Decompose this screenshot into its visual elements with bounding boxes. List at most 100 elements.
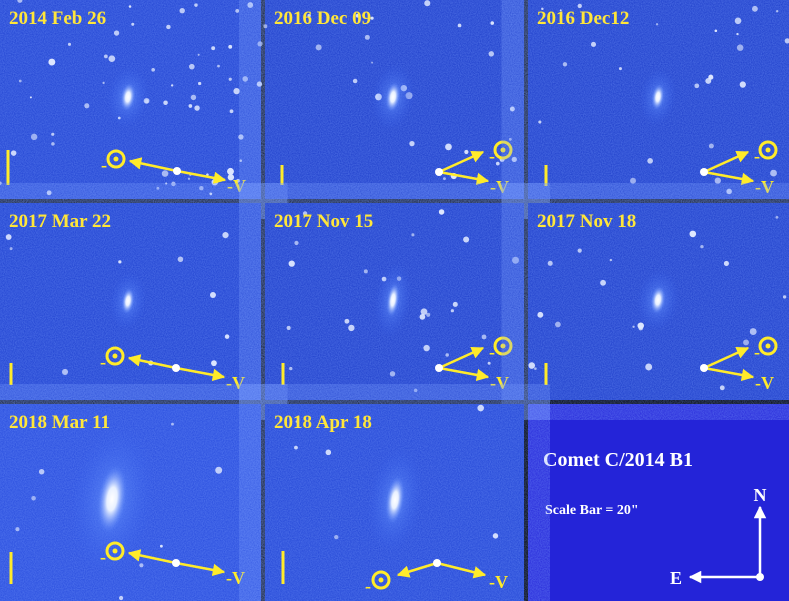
star bbox=[108, 55, 116, 63]
star bbox=[776, 10, 779, 13]
panel-date: 2018 Mar 11 bbox=[9, 412, 110, 433]
sun-symbol-dot bbox=[113, 156, 119, 162]
sun-label: - bbox=[100, 547, 106, 567]
star bbox=[770, 169, 777, 177]
legend-panel: Comet C/2014 B1 Scale Bar = 20" N E bbox=[528, 404, 789, 601]
star bbox=[409, 140, 415, 147]
velocity-arrow bbox=[703, 366, 755, 382]
velocity-arrow bbox=[175, 561, 226, 577]
star bbox=[487, 361, 491, 365]
star bbox=[413, 388, 418, 393]
sun-label: - bbox=[754, 342, 760, 362]
star bbox=[102, 81, 105, 85]
star bbox=[452, 301, 458, 307]
star bbox=[170, 84, 174, 87]
star bbox=[194, 105, 200, 111]
panel-date: 2016 Dec 09 bbox=[274, 8, 371, 29]
star bbox=[29, 96, 32, 99]
star bbox=[495, 161, 500, 166]
star bbox=[389, 371, 396, 377]
star bbox=[490, 21, 495, 25]
star bbox=[286, 325, 291, 330]
velocity-label: -V bbox=[755, 373, 774, 393]
sun-symbol bbox=[106, 149, 126, 169]
star bbox=[295, 420, 298, 423]
sun-label: - bbox=[365, 576, 371, 596]
star bbox=[222, 231, 229, 239]
velocity-arrow bbox=[436, 561, 487, 579]
star bbox=[426, 312, 431, 317]
star bbox=[538, 120, 542, 124]
star bbox=[541, 7, 544, 11]
legend-title: Comet C/2014 B1 bbox=[543, 449, 693, 471]
star bbox=[113, 30, 120, 36]
star bbox=[48, 58, 56, 66]
star bbox=[512, 256, 520, 264]
star bbox=[334, 534, 339, 540]
star bbox=[263, 24, 268, 29]
velocity-arrow bbox=[703, 170, 755, 186]
star bbox=[161, 170, 169, 177]
star bbox=[236, 178, 240, 183]
star bbox=[559, 9, 562, 12]
star bbox=[743, 339, 750, 346]
sun-symbol bbox=[105, 541, 125, 561]
sun-direction-arrow bbox=[128, 157, 178, 173]
star bbox=[618, 67, 622, 71]
star bbox=[645, 363, 653, 371]
star bbox=[288, 260, 295, 267]
star bbox=[190, 94, 197, 101]
image-panel: - -V 2017 Nov 18 bbox=[528, 203, 789, 400]
star bbox=[700, 244, 704, 249]
sun-symbol bbox=[758, 336, 778, 356]
star bbox=[118, 260, 122, 264]
star bbox=[364, 34, 370, 40]
star bbox=[719, 385, 725, 391]
star bbox=[726, 188, 732, 195]
velocity-label: -V bbox=[490, 373, 509, 393]
star bbox=[355, 13, 360, 18]
star bbox=[235, 9, 240, 13]
comet-position bbox=[435, 168, 443, 176]
star bbox=[508, 137, 512, 141]
star bbox=[708, 143, 714, 149]
star bbox=[734, 17, 742, 25]
star bbox=[38, 469, 45, 475]
star bbox=[188, 63, 195, 70]
star bbox=[177, 256, 184, 263]
star bbox=[325, 449, 332, 456]
panel-date: 2016 Dec12 bbox=[537, 8, 629, 29]
star bbox=[782, 295, 787, 299]
star bbox=[749, 328, 757, 336]
north-label: N bbox=[754, 485, 767, 505]
panel-date: 2018 Apr 18 bbox=[274, 412, 372, 433]
star bbox=[211, 46, 216, 51]
star bbox=[247, 2, 254, 8]
sun-symbol-dot bbox=[765, 147, 771, 153]
panel-date: 2017 Nov 15 bbox=[274, 211, 373, 232]
sun-direction-arrow bbox=[438, 346, 485, 370]
comet-nucleus bbox=[120, 83, 136, 111]
star bbox=[256, 81, 263, 87]
star bbox=[128, 5, 132, 8]
sun-direction-arrow bbox=[438, 150, 485, 174]
sun-symbol bbox=[493, 336, 513, 356]
comet-position bbox=[173, 167, 181, 175]
sun-direction-arrow bbox=[396, 561, 438, 578]
star bbox=[188, 104, 193, 108]
image-panel: - -V 2014 Feb 26 bbox=[0, 0, 263, 199]
star bbox=[424, 0, 431, 7]
image-panel: - -V 2018 Mar 11 bbox=[0, 404, 261, 601]
image-panel: - -V 2017 Nov 15 bbox=[265, 203, 524, 400]
star bbox=[197, 53, 200, 56]
velocity-label: -V bbox=[490, 177, 509, 197]
star bbox=[714, 29, 718, 33]
star bbox=[562, 62, 568, 67]
star bbox=[103, 54, 108, 59]
star bbox=[534, 367, 537, 370]
star bbox=[163, 100, 168, 105]
star bbox=[18, 79, 22, 83]
star bbox=[736, 44, 744, 51]
star bbox=[723, 260, 729, 267]
sun-label: - bbox=[489, 342, 495, 362]
